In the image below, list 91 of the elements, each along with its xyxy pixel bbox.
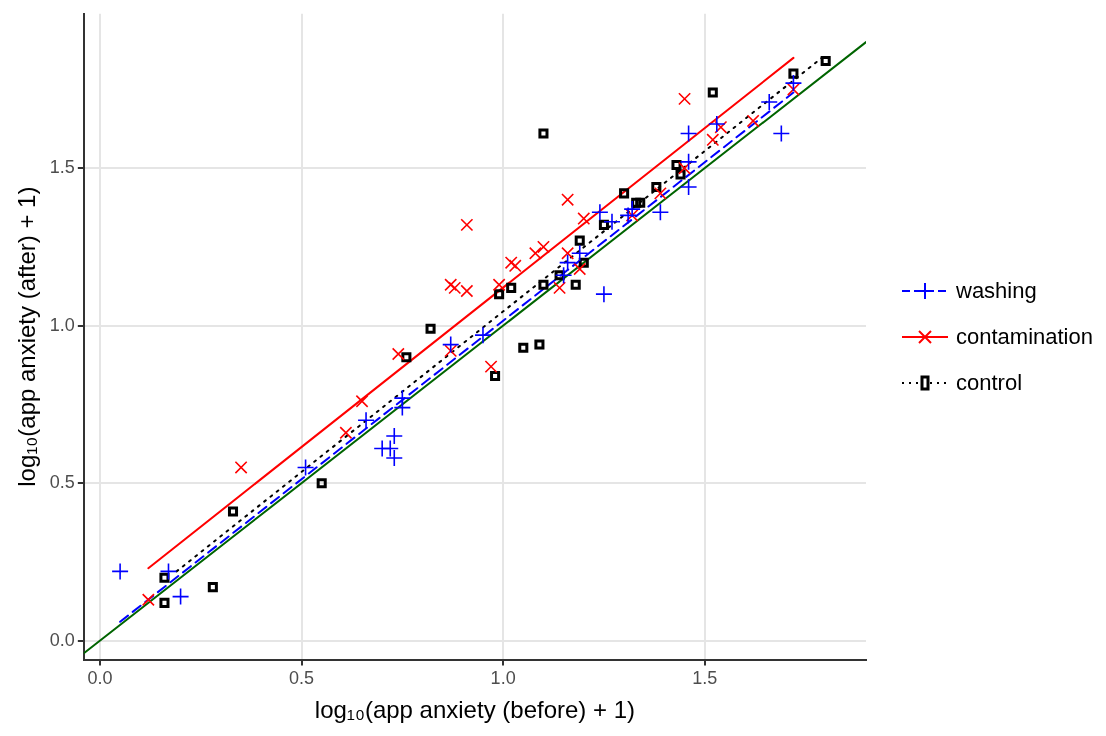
point <box>679 153 698 171</box>
legend-label: control <box>956 370 1023 396</box>
x-tick-label: 0.0 <box>87 668 113 689</box>
point <box>444 278 458 292</box>
x-tick-label: 0.5 <box>289 668 315 689</box>
point <box>561 246 575 260</box>
x-tick-label: 1.0 <box>490 668 516 689</box>
y-tick-label: 1.5 <box>49 157 75 178</box>
point <box>234 460 248 474</box>
point <box>706 133 720 147</box>
point <box>528 246 542 260</box>
point <box>508 259 522 273</box>
point <box>603 212 621 231</box>
point <box>595 285 613 303</box>
point <box>492 278 506 292</box>
point <box>746 114 760 128</box>
point <box>619 206 637 225</box>
point <box>786 82 800 96</box>
point <box>653 186 667 200</box>
point <box>518 342 529 353</box>
point <box>788 68 799 79</box>
point <box>678 161 692 175</box>
point <box>484 360 498 374</box>
point <box>385 427 404 445</box>
point <box>441 335 460 354</box>
point <box>561 193 575 207</box>
point <box>772 124 791 143</box>
point <box>506 282 517 293</box>
point <box>558 253 577 272</box>
point <box>207 582 218 593</box>
point <box>296 458 315 477</box>
point <box>623 200 641 218</box>
point <box>444 344 458 358</box>
point <box>425 323 436 334</box>
y-tick-label: 0.5 <box>49 472 75 493</box>
point <box>651 203 670 222</box>
point <box>448 281 462 295</box>
point <box>227 506 239 517</box>
legend-label: washing <box>956 278 1037 304</box>
point <box>820 56 831 67</box>
y-tick-label: 1.0 <box>49 314 75 335</box>
point <box>111 562 129 581</box>
point <box>619 188 630 199</box>
point <box>316 478 327 489</box>
point <box>460 218 474 232</box>
point <box>573 262 587 276</box>
point <box>385 449 404 467</box>
point <box>570 279 581 290</box>
point <box>538 128 549 139</box>
point <box>537 240 550 254</box>
point <box>391 347 405 361</box>
point <box>553 281 567 295</box>
point <box>678 92 692 106</box>
point <box>570 244 589 263</box>
point <box>651 182 662 193</box>
x-axis-title: log₁₀(app anxiety (before) + 1) <box>314 696 636 724</box>
point <box>554 266 573 285</box>
legend-label: contamination <box>956 324 1093 350</box>
point <box>784 74 803 92</box>
y-axis-title: log₁₀(app anxiety (after) + 1) <box>13 186 41 487</box>
point <box>381 439 400 458</box>
point <box>671 159 682 171</box>
point <box>159 597 170 608</box>
point <box>494 289 505 300</box>
point <box>171 587 190 606</box>
point <box>490 371 501 382</box>
point <box>675 169 686 180</box>
point <box>141 593 155 607</box>
point <box>159 562 178 581</box>
point <box>460 284 474 298</box>
point <box>679 178 698 196</box>
point <box>577 212 591 226</box>
x-tick-label: 1.5 <box>692 668 718 689</box>
y-tick-label: 0.0 <box>49 629 75 650</box>
point <box>534 339 545 350</box>
point <box>635 197 646 208</box>
point <box>574 235 585 246</box>
point <box>474 326 492 344</box>
point <box>714 120 728 134</box>
point <box>357 411 375 429</box>
point <box>393 398 412 417</box>
point <box>538 279 549 290</box>
point <box>625 208 639 222</box>
point <box>708 115 726 133</box>
point <box>707 87 718 98</box>
point <box>339 426 353 440</box>
point <box>679 124 698 143</box>
point <box>591 203 609 222</box>
point <box>504 256 518 270</box>
point <box>355 394 369 408</box>
point <box>760 93 779 111</box>
